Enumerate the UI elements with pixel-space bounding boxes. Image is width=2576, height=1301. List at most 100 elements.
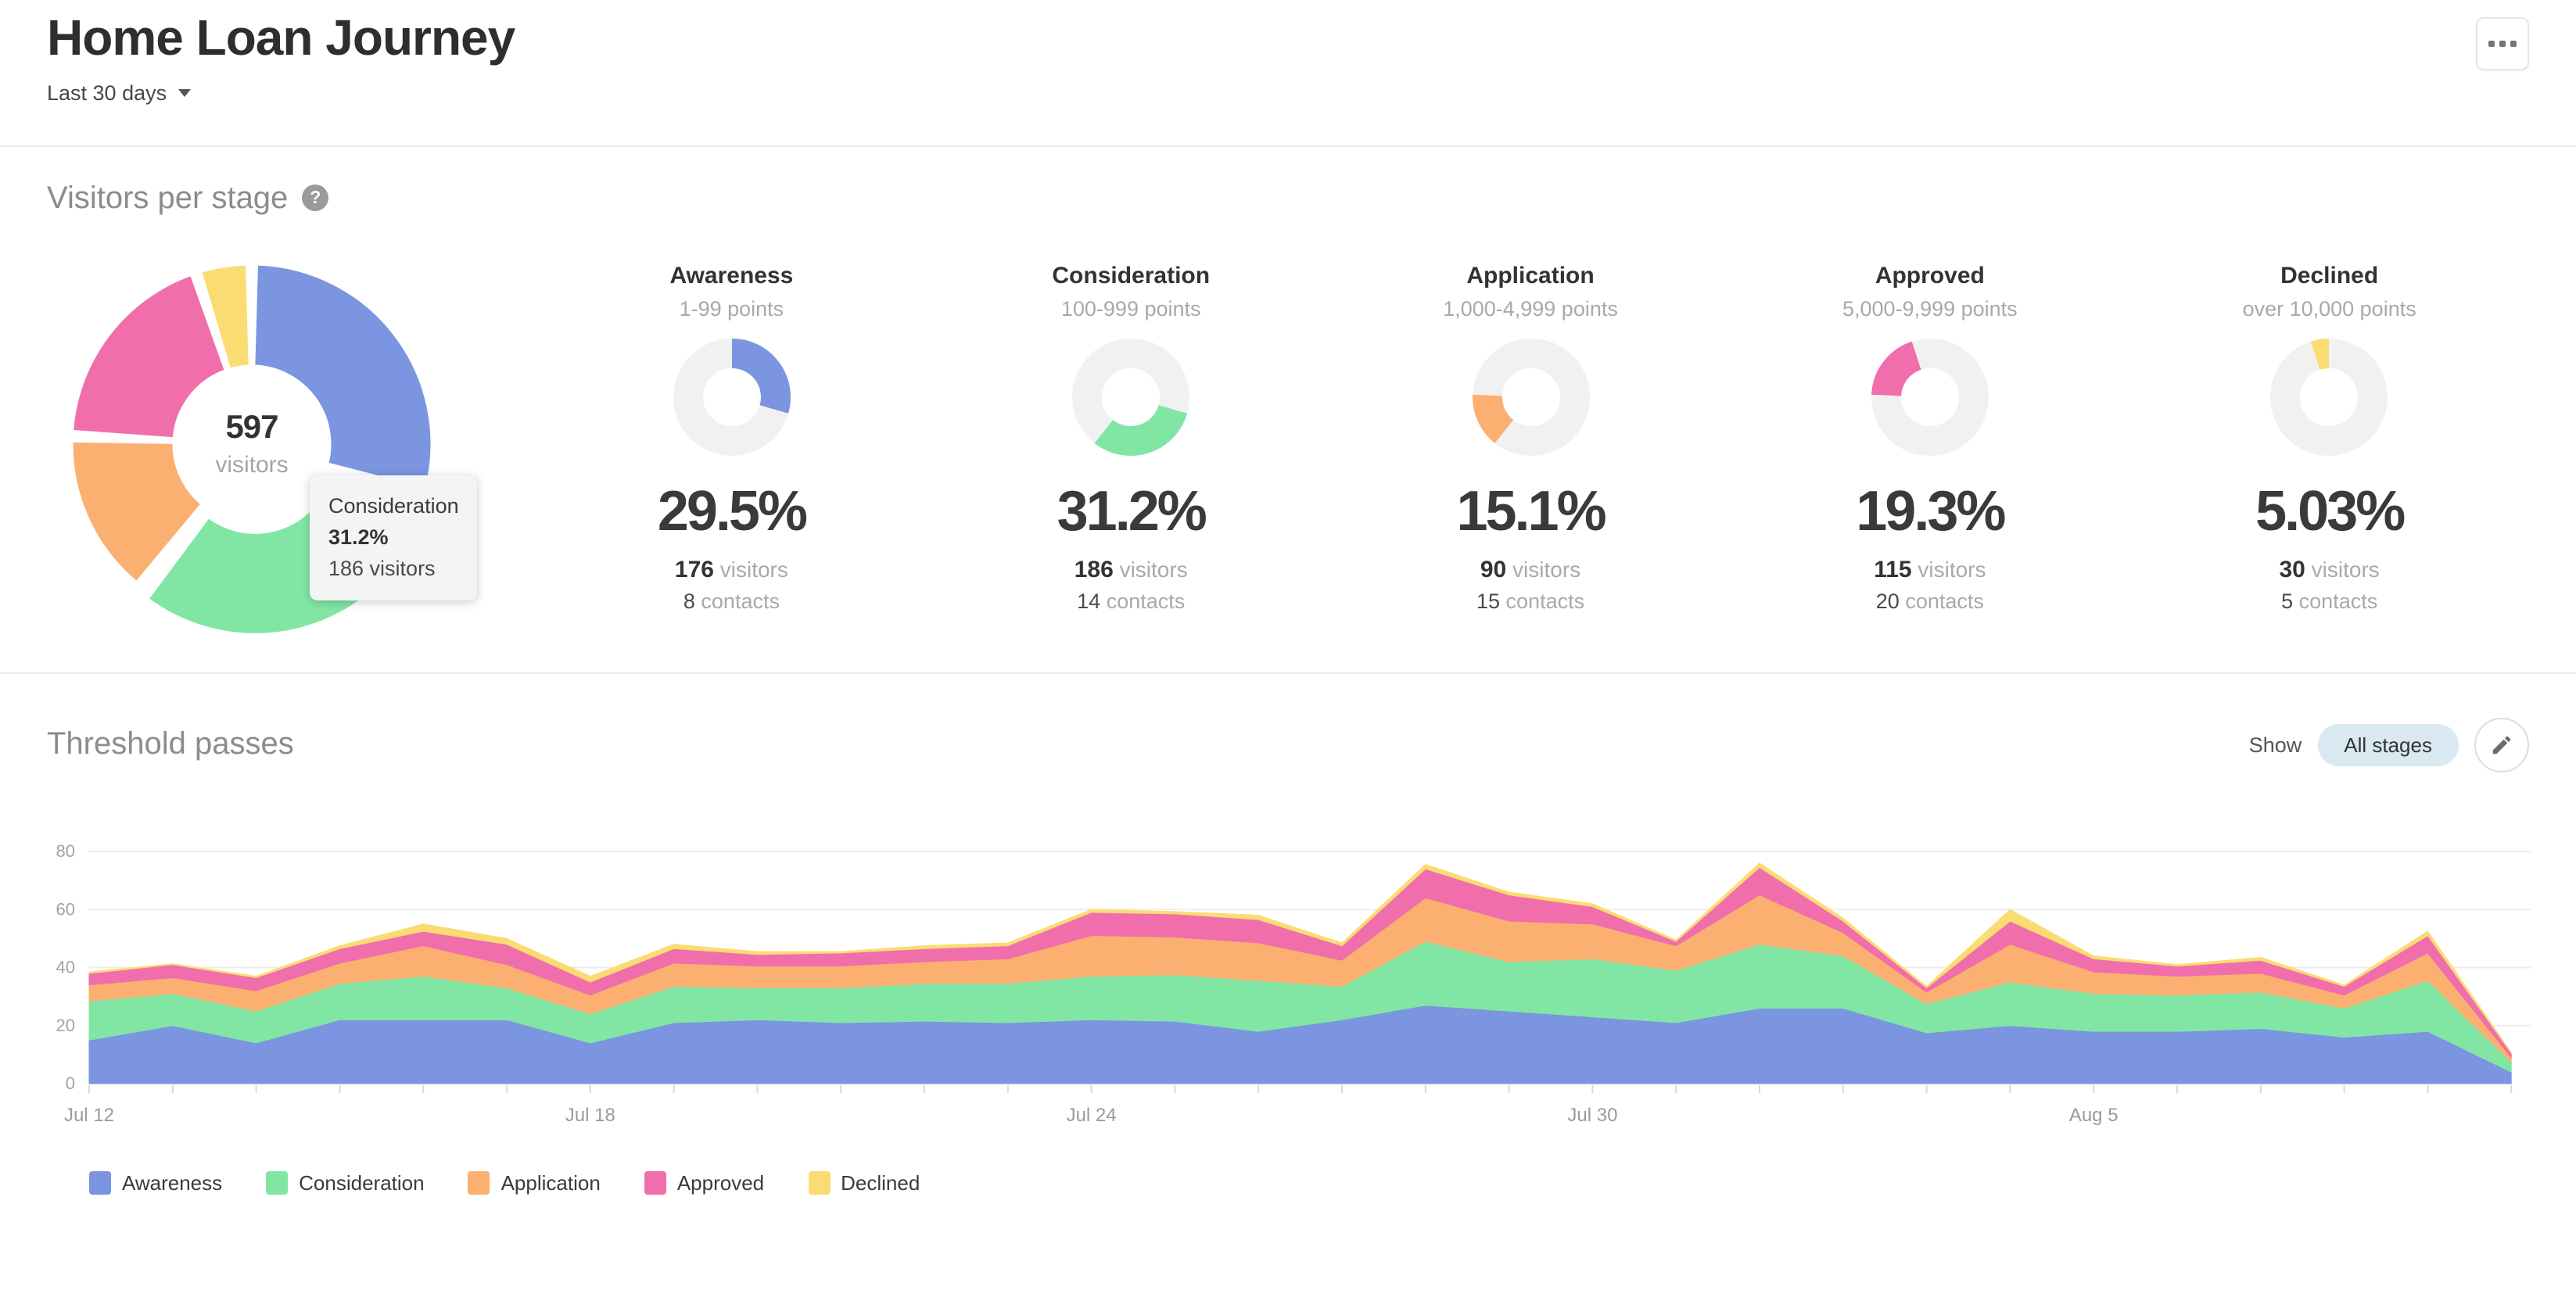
stage-contacts: 14 contacts [931,590,1331,613]
stage-contacts: 8 contacts [532,590,931,613]
stage-percent: 15.1% [1456,478,1606,543]
stage-card-declined: Declined over 10,000 points 5.03% 30 vis… [2129,241,2529,647]
svg-text:Jul 12: Jul 12 [64,1105,114,1126]
stage-visitors-value: 115 [1874,556,1912,583]
svg-text:60: 60 [56,899,75,919]
ellipsis-icon [2510,40,2517,48]
tooltip-visitors: 186 visitors [328,556,436,580]
stage-contacts: 20 contacts [1730,590,2129,613]
stage-visitors: 176 visitors [532,557,931,583]
area-chart-svg[interactable]: 0 20 40 60 80 Jul 12 Jul 18 Jul 24 Jul 30 Aug 5 [0,826,2576,1162]
ellipsis-icon [2488,40,2495,48]
stage-visitors-label: visitors [1119,556,1188,582]
stage-contacts-value: 14 [1077,589,1101,613]
stage-percent: 31.2% [1057,478,1207,543]
stage-mini-donut [1871,338,1989,456]
stage-contacts-label: contacts [701,589,780,613]
stage-contacts-value: 8 [683,589,695,613]
legend-swatch [644,1170,666,1195]
stage-card-application: Application 1,000-4,999 points 15.1% 90 … [1331,241,1731,647]
stage-mini-donut [2270,338,2388,456]
ellipsis-icon [2499,40,2506,48]
page-header: Home Loan Journey Last 30 days [47,0,2529,105]
stage-contacts: 5 contacts [2129,590,2529,613]
donut-tooltip: Consideration 31.2% 186 visitors [310,475,478,600]
stage-percent: 29.5% [657,478,808,543]
svg-text:Aug 5: Aug 5 [2069,1105,2119,1126]
svg-text:Jul 30: Jul 30 [1567,1105,1617,1126]
stage-visitors: 30 visitors [2129,557,2529,583]
stage-visitors-label: visitors [1512,556,1581,582]
svg-text:80: 80 [56,841,75,861]
stage-contacts: 15 contacts [1331,590,1731,613]
legend-item-approved[interactable]: Approved [644,1170,765,1195]
donut-segment-awareness[interactable] [253,263,433,490]
visitors-visualization: 597 visitors Consideration 31.2% 186 vis… [47,241,2529,647]
legend-item-consideration[interactable]: Consideration [266,1170,425,1195]
stage-visitors: 115 visitors [1730,557,2129,583]
threshold-section-heading: Threshold passes [47,727,294,762]
more-options-button[interactable] [2476,17,2529,70]
stage-card-awareness: Awareness 1-99 points 29.5% 176 visitors… [532,241,931,647]
stage-visitors-value: 186 [1074,556,1114,583]
divider [0,145,2576,147]
legend-swatch [468,1170,490,1195]
svg-text:Jul 24: Jul 24 [1067,1105,1117,1126]
svg-text:40: 40 [56,957,75,977]
stage-contacts-label: contacts [2298,589,2378,613]
legend-item-declined[interactable]: Declined [808,1170,920,1195]
legend-label: Application [500,1170,601,1195]
donut-segment-approved[interactable] [70,273,228,439]
stage-points-range: 1,000-4,999 points [1443,296,1618,321]
stage-points-range: 100-999 points [1060,296,1201,321]
stage-visitors-label: visitors [719,556,788,582]
tooltip-percent: 31.2% [328,525,389,549]
svg-text:20: 20 [56,1015,75,1034]
legend-swatch [808,1170,831,1195]
stage-name: Approved [1875,262,1985,289]
stage-visitors-value: 30 [2279,556,2305,583]
stage-points-range: 5,000-9,999 points [1842,296,2018,321]
svg-text:0: 0 [66,1073,75,1093]
chevron-down-icon [178,89,191,98]
svg-text:Jul 18: Jul 18 [565,1105,615,1126]
edit-button[interactable] [2474,717,2529,772]
legend-item-application[interactable]: Application [468,1170,601,1195]
threshold-header: Threshold passes Show All stages [47,717,2529,772]
stage-cards: Awareness 1-99 points 29.5% 176 visitors… [532,241,2529,647]
stage-donut-chart[interactable]: 597 visitors Consideration 31.2% 186 vis… [47,241,532,647]
help-icon[interactable]: ? [302,185,329,212]
stage-contacts-value: 5 [2281,589,2294,613]
stage-points-range: 1-99 points [679,296,784,321]
pencil-icon [2492,736,2511,754]
stage-percent: 19.3% [1856,478,2006,543]
legend-swatch [89,1170,111,1195]
date-range-selector[interactable]: Last 30 days [47,81,191,105]
page-title: Home Loan Journey [47,9,515,66]
date-range-value: Last 30 days [47,81,167,105]
stage-name: Application [1466,262,1595,289]
stage-card-consideration: Consideration 100-999 points 31.2% 186 v… [931,241,1331,647]
stage-contacts-label: contacts [1106,589,1186,613]
area-series-declined[interactable] [88,862,2512,1055]
legend-label: Approved [676,1170,765,1195]
stage-visitors: 186 visitors [931,557,1331,583]
stage-card-approved: Approved 5,000-9,999 points 19.3% 115 vi… [1730,241,2129,647]
stage-contacts-value: 15 [1476,589,1500,613]
stage-points-range: over 10,000 points [2242,296,2416,321]
visitors-heading-text: Visitors per stage [47,181,289,216]
threshold-area-chart[interactable]: 0 20 40 60 80 Jul 12 Jul 18 Jul 24 Jul 30 Aug 5 [0,826,2576,1162]
stage-visitors-value: 176 [674,556,714,583]
stage-contacts-value: 20 [1875,589,1900,613]
header-left: Home Loan Journey Last 30 days [47,9,515,105]
stage-visitors-label: visitors [2311,556,2380,582]
stage-visitors-value: 90 [1480,556,1507,583]
donut-segment-application[interactable] [70,439,204,584]
stage-percent: 5.03% [2255,478,2406,543]
donut-segment-declined[interactable] [199,263,251,371]
stage-filter-pill[interactable]: All stages [2317,723,2459,766]
threshold-controls: Show All stages [2248,717,2529,772]
stage-name: Declined [2280,262,2379,289]
show-label: Show [2248,733,2302,757]
legend-item-awareness[interactable]: Awareness [89,1170,222,1195]
